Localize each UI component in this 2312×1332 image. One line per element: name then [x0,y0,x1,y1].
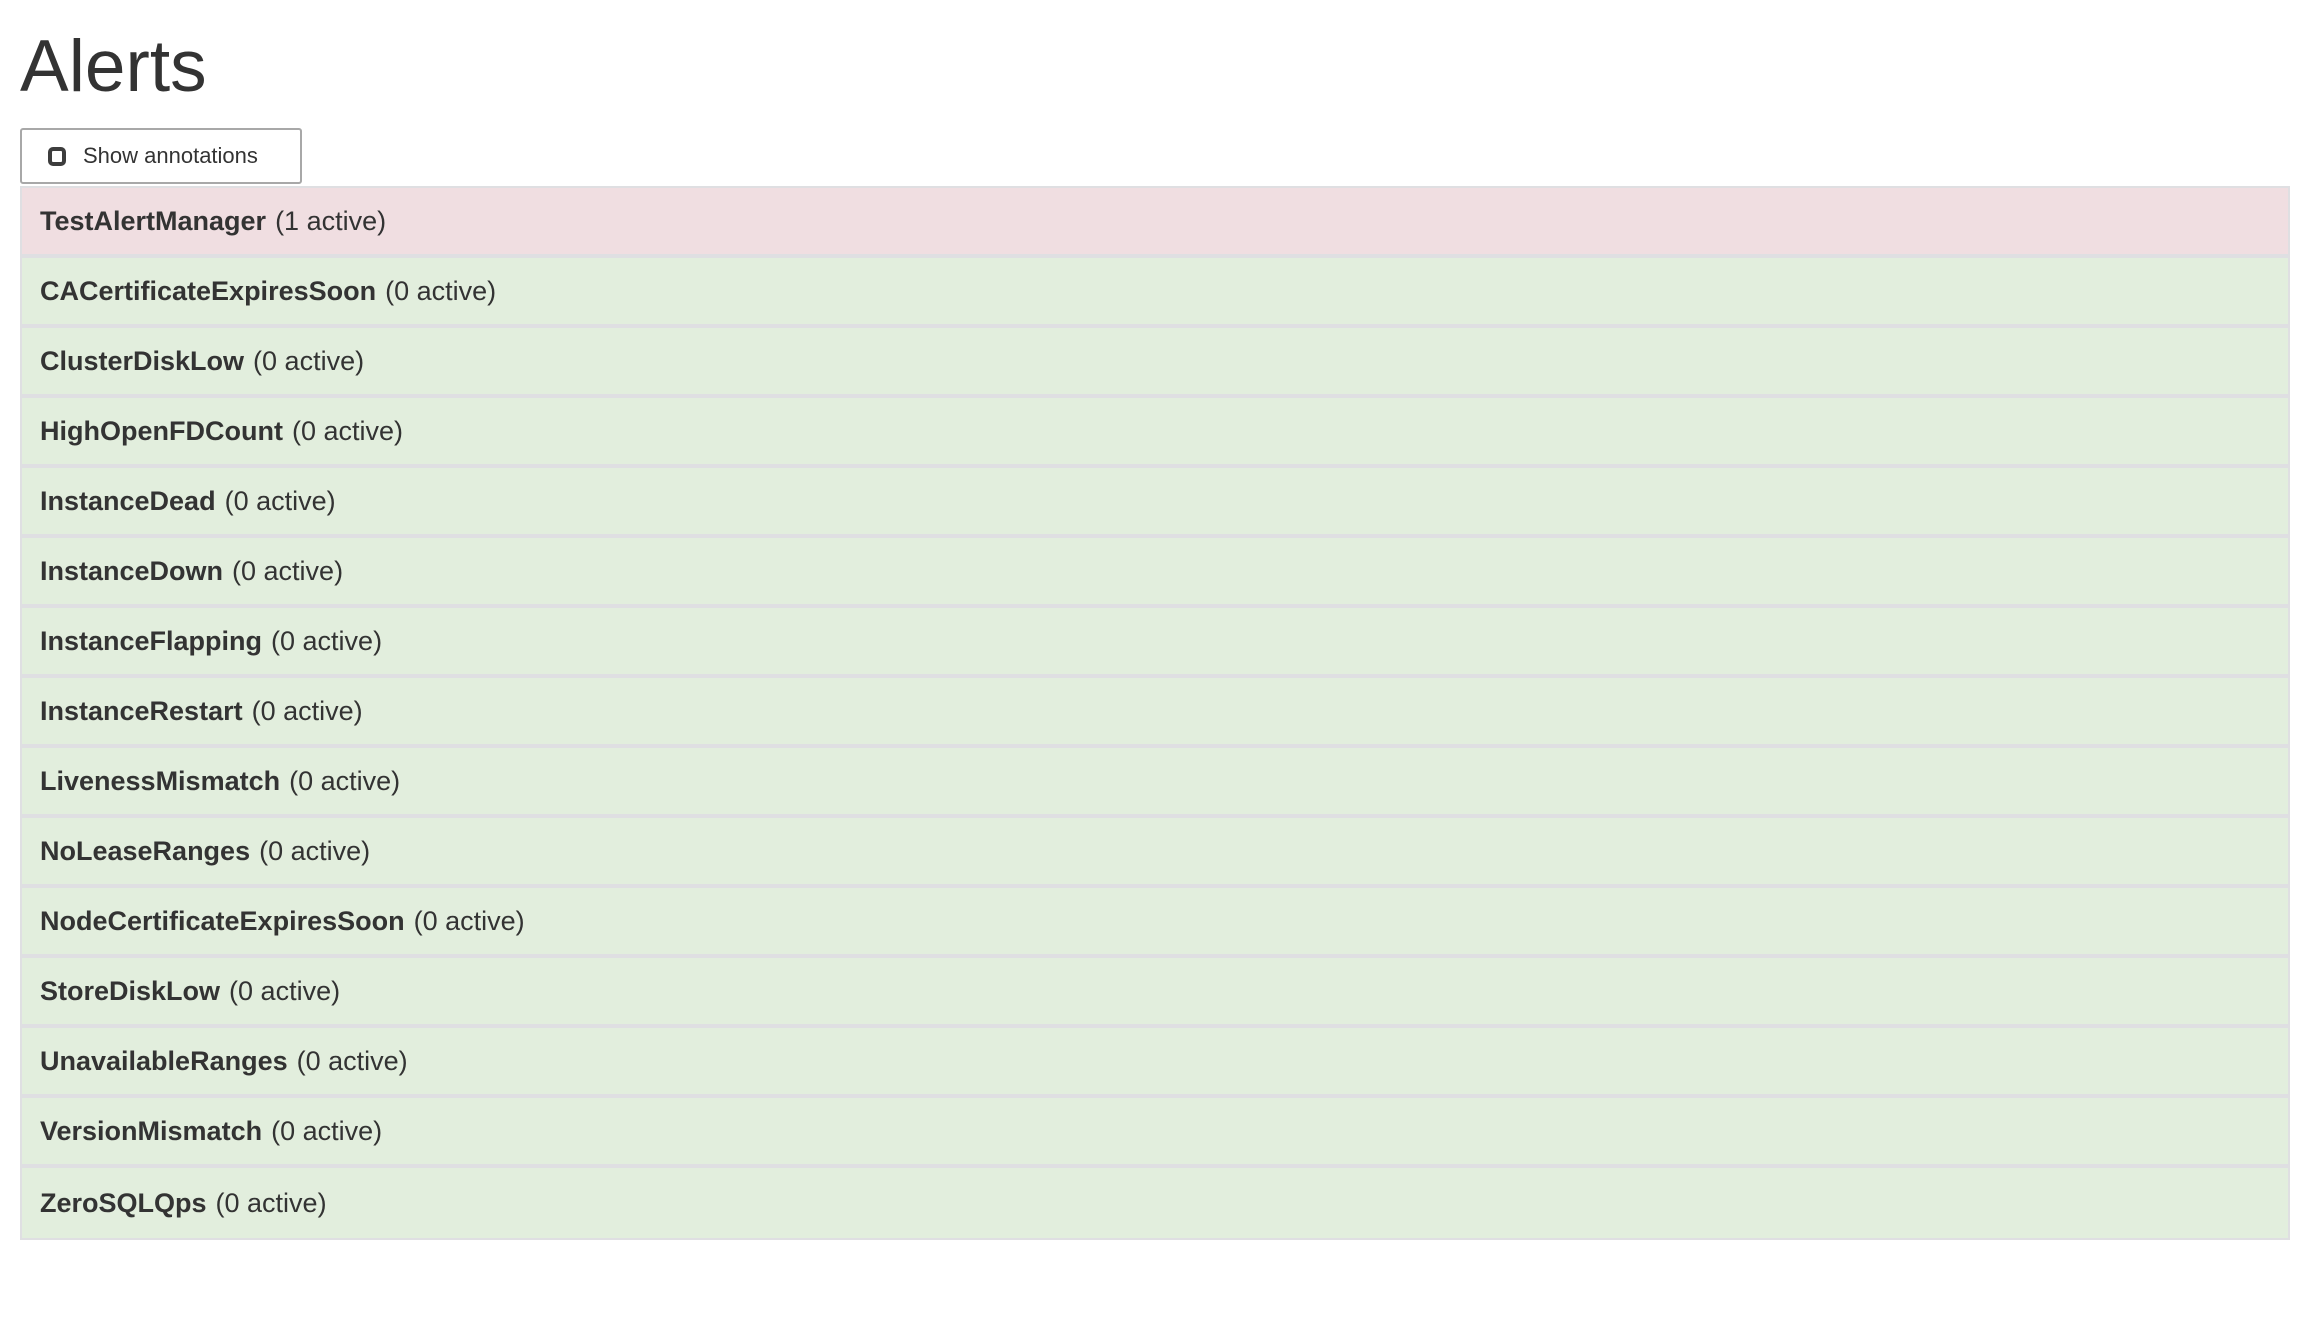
alert-active-count: (0 active) [291,416,403,446]
alert-rule-name: InstanceDead [40,486,216,516]
alert-active-count: (0 active) [229,976,341,1006]
alert-rule-row-CACertificateExpiresSoon[interactable]: CACertificateExpiresSoon (0 active) [22,258,2288,328]
page-title: Alerts [20,26,207,107]
alert-rule-row-InstanceRestart[interactable]: InstanceRestart (0 active) [22,678,2288,748]
alert-rule-name: TestAlertManager [40,206,267,236]
alert-rule-name: UnavailableRanges [40,1046,288,1076]
alert-active-count: (0 active) [271,626,383,656]
show-annotations-label: Show annotations [83,143,258,168]
alert-active-count: (0 active) [385,276,497,306]
alert-rule-row-TestAlertManager[interactable]: TestAlertManager (1 active) [22,188,2288,258]
alert-rule-row-ClusterDiskLow[interactable]: ClusterDiskLow (0 active) [22,328,2288,398]
alert-rule-row-ZeroSQLQps[interactable]: ZeroSQLQps (0 active) [22,1168,2288,1238]
alert-rule-name: HighOpenFDCount [40,416,283,446]
show-annotations-button[interactable]: Show annotations [20,128,302,184]
alert-rule-row-NoLeaseRanges[interactable]: NoLeaseRanges (0 active) [22,818,2288,888]
alert-active-count: (1 active) [275,206,387,236]
alert-rule-name: InstanceFlapping [40,626,263,656]
alert-active-count: (0 active) [215,1188,327,1218]
alert-rule-row-LivenessMismatch[interactable]: LivenessMismatch (0 active) [22,748,2288,818]
alert-rule-name: InstanceDown [40,556,224,586]
alert-active-count: (0 active) [413,906,525,936]
alert-active-count: (0 active) [224,486,336,516]
alert-rule-row-VersionMismatch[interactable]: VersionMismatch (0 active) [22,1098,2288,1168]
alert-rule-row-HighOpenFDCount[interactable]: HighOpenFDCount (0 active) [22,398,2288,468]
alert-active-count: (0 active) [232,556,344,586]
alert-active-count: (0 active) [296,1046,408,1076]
alert-rule-name: ZeroSQLQps [40,1188,207,1218]
alert-rule-row-InstanceDown[interactable]: InstanceDown (0 active) [22,538,2288,608]
alert-active-count: (0 active) [271,1116,383,1146]
alert-rule-name: StoreDiskLow [40,976,221,1006]
alert-rule-name: VersionMismatch [40,1116,263,1146]
alert-rules-list: TestAlertManager (1 active) CACertificat… [20,186,2290,1240]
alert-rule-name: NoLeaseRanges [40,836,251,866]
alert-rule-row-StoreDiskLow[interactable]: StoreDiskLow (0 active) [22,958,2288,1028]
alert-rule-name: CACertificateExpiresSoon [40,276,377,306]
alert-rule-row-UnavailableRanges[interactable]: UnavailableRanges (0 active) [22,1028,2288,1098]
alert-active-count: (0 active) [289,766,401,796]
alert-active-count: (0 active) [253,346,365,376]
alert-rule-name: NodeCertificateExpiresSoon [40,906,405,936]
alert-active-count: (0 active) [259,836,371,866]
alert-rule-row-InstanceDead[interactable]: InstanceDead (0 active) [22,468,2288,538]
alert-rule-row-InstanceFlapping[interactable]: InstanceFlapping (0 active) [22,608,2288,678]
alert-rule-name: ClusterDiskLow [40,346,245,376]
checkbox-unchecked-icon[interactable] [48,146,66,166]
alert-rule-name: InstanceRestart [40,696,243,726]
alert-active-count: (0 active) [251,696,363,726]
alert-rule-row-NodeCertificateExpiresSoon[interactable]: NodeCertificateExpiresSoon (0 active) [22,888,2288,958]
alert-rule-name: LivenessMismatch [40,766,281,796]
